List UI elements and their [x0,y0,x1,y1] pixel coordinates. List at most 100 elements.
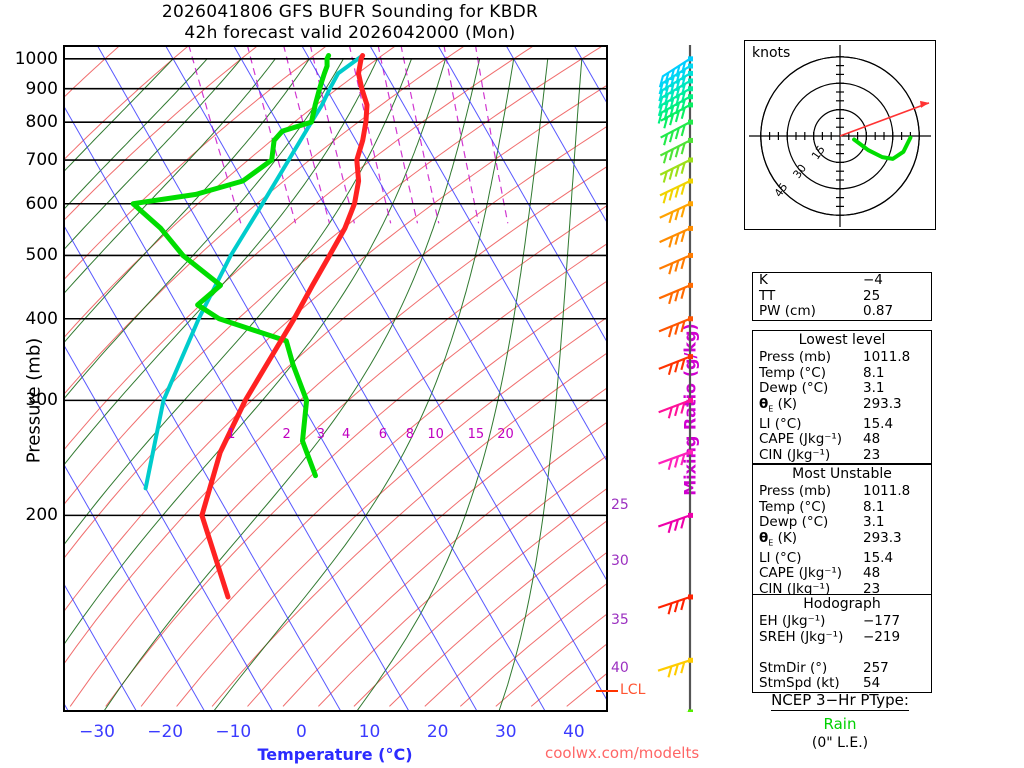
title-line-1: 2026041806 GFS BUFR Sounding for KBDR [161,2,539,22]
wind-barb-column [657,45,693,712]
lowest-level-value: 23 [863,446,881,463]
hodograph-stat-key: StmSpd (kt) [759,675,840,691]
hodograph-stat-value: 257 [863,659,889,676]
pressure-tick-200: 200 [25,505,58,526]
most-unstable-key: CIN (Jkg⁻¹) [759,580,831,597]
temperature-curve [199,53,370,600]
hodograph-stat-key: StmDir (°) [759,659,828,676]
wind-barb [658,354,693,376]
most-unstable-key: Dewp (°C) [759,514,829,530]
hodo-ring-label-30: 30 [790,162,809,181]
lowest-level-row: CAPE (Jkg⁻¹) 48 [753,432,931,448]
pressure-tick-1000: 1000 [14,48,58,69]
mixing-ratio-tick-15: 15 [467,427,485,442]
hodograph-stat-value [863,645,925,661]
most-unstable-value: 15.4 [863,549,894,566]
temperature-tick--30: −30 [79,722,115,742]
lcl-marker [596,690,618,692]
height-tick-30: 30 [611,553,629,569]
lowest-level-value: 1011.8 [863,349,911,365]
most-unstable-value: 8.1 [863,498,885,515]
lowest-level-row: Press (mb) 1011.8 [753,349,931,366]
isobar-lines [63,58,608,517]
wind-barb [660,119,693,146]
temperature-tick-40: 40 [563,722,585,742]
lowest-level-row: θE (K) 293.3 [753,395,931,417]
temperature-tick--10: −10 [215,722,252,742]
hodograph-stat-value: −219 [863,628,901,645]
most-unstable-row: Dewp (°C) 3.1 [753,514,931,531]
hodo-ring-label-45: 45 [772,181,791,200]
credit-text: coolwx.com/modelts [545,744,700,762]
lowest-level-value: 48 [863,431,881,448]
ncep-ptype-panel: NCEP 3−Hr PType: Rain (0" L.E.) [740,690,940,751]
wind-barb [659,178,693,204]
mixing-ratio-tick-4: 4 [341,427,351,442]
most-unstable-key: CAPE (Jkg⁻¹) [759,565,843,582]
wind-barb [658,449,693,471]
pressure-tick-700: 700 [25,150,58,171]
index-key: K [759,272,768,288]
hodograph-stat-row: StmSpd (kt) 54 [753,675,931,692]
wind-barb [657,657,693,678]
moist-adiabat-lines [63,58,583,712]
height-tick-25: 25 [611,497,629,513]
height-tick-40: 40 [611,660,629,676]
hodo-ring-label-15: 15 [809,143,828,162]
wind-barb [686,709,693,712]
mixing-ratio-tick-20: 20 [497,427,514,442]
most-unstable-key: LI (°C) [759,549,802,566]
lowest-level-row: Dewp (°C) 3.1 [753,380,931,397]
hodograph-stat-row: StmDir (°) 257 [753,659,931,677]
mixing-ratio-tick-1: 1 [227,427,236,442]
most-unstable-value: 23 [863,580,881,597]
pressure-tick-300: 300 [25,390,58,411]
page-title: 2026041806 GFS BUFR Sounding for KBDR 42… [0,2,700,44]
temperature-tick-30: 30 [494,722,517,742]
lowest-level-key: CIN (Jkg⁻¹) [759,446,831,463]
dewpoint-curve [130,53,332,479]
mixing-ratio-tick-10: 10 [427,427,444,442]
wind-barb [660,102,693,129]
pressure-tick-600: 600 [25,193,58,214]
pressure-tick-500: 500 [25,245,58,266]
stability-indices-box: K −4 TT 25 PW (cm) 0.87 [752,272,932,321]
index-row: K −4 [753,272,931,289]
most-unstable-row: CIN (Jkg⁻¹) 23 [753,580,931,598]
wind-barb [658,397,693,419]
ptype-value: Rain [823,715,857,733]
mixing-ratio-tick-3: 3 [316,427,326,442]
temperature-tick--20: −20 [147,722,184,742]
wind-barb [657,594,693,615]
storm-motion-vector [839,102,930,137]
index-value: −4 [863,272,883,288]
skewt-plot[interactable] [63,45,608,712]
most-unstable-value: 1011.8 [863,483,911,499]
ptype-liquid-equivalent: (0" L.E.) [811,735,869,751]
hodograph-ticks [760,56,920,216]
hodograph-wind-trace [852,135,913,161]
lowest-level-key: θE (K) [759,395,798,414]
lowest-level-value: 8.1 [863,364,885,381]
mixing-ratio-tick-2: 2 [282,427,291,442]
index-key: PW (cm) [759,303,816,319]
lowest-level-header: Lowest level [798,332,886,348]
temperature-tick-10: 10 [358,722,381,742]
index-value: 25 [863,287,881,304]
most-unstable-key: Temp (°C) [759,498,826,515]
lowest-level-key: Dewp (°C) [759,380,829,396]
index-row: TT 25 [753,287,931,305]
lowest-level-box: Lowest level Press (mb) 1011.8 Temp (°C) 8.… [752,330,932,465]
lowest-level-key: LI (°C) [759,415,802,432]
mixing-ratio-tick-8: 8 [405,427,415,442]
most-unstable-box: Most Unstable Press (mb) 1011.8 Temp (°C) 8… [752,464,932,599]
wind-barb [659,201,693,224]
mixing-ratio-tick-6: 6 [378,427,388,442]
lowest-level-key: CAPE (Jkg⁻¹) [759,431,843,448]
lowest-level-key: Temp (°C) [759,364,826,381]
wind-barb [659,157,693,183]
index-row: PW (cm) 0.87 [753,303,931,320]
pressure-tick-800: 800 [25,112,58,133]
title-line-2: 42h forecast valid 2026042000 (Mon) [184,23,516,43]
